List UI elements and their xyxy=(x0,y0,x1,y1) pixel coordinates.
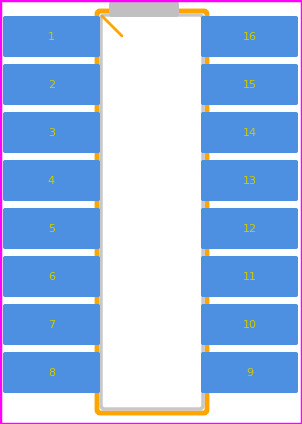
Text: 11: 11 xyxy=(243,271,256,282)
Text: 16: 16 xyxy=(243,31,256,42)
FancyBboxPatch shape xyxy=(201,208,298,249)
Text: 1: 1 xyxy=(48,31,55,42)
FancyBboxPatch shape xyxy=(201,160,298,201)
FancyBboxPatch shape xyxy=(109,1,179,17)
FancyBboxPatch shape xyxy=(3,64,100,105)
FancyBboxPatch shape xyxy=(101,15,203,409)
FancyBboxPatch shape xyxy=(3,352,100,393)
FancyBboxPatch shape xyxy=(201,64,298,105)
FancyBboxPatch shape xyxy=(3,16,100,57)
FancyBboxPatch shape xyxy=(201,304,298,345)
FancyBboxPatch shape xyxy=(201,256,298,297)
Text: 5: 5 xyxy=(48,223,55,234)
Text: 9: 9 xyxy=(246,368,253,377)
FancyBboxPatch shape xyxy=(201,112,298,153)
Text: 12: 12 xyxy=(243,223,257,234)
FancyBboxPatch shape xyxy=(201,16,298,57)
FancyBboxPatch shape xyxy=(3,160,100,201)
FancyBboxPatch shape xyxy=(201,352,298,393)
Text: 8: 8 xyxy=(48,368,55,377)
Text: 14: 14 xyxy=(243,128,257,137)
Text: 13: 13 xyxy=(243,176,256,186)
Text: 15: 15 xyxy=(243,80,256,89)
Text: 3: 3 xyxy=(48,128,55,137)
Text: 2: 2 xyxy=(48,80,55,89)
Text: 7: 7 xyxy=(48,320,55,329)
Text: 4: 4 xyxy=(48,176,55,186)
FancyBboxPatch shape xyxy=(3,256,100,297)
FancyBboxPatch shape xyxy=(97,11,207,413)
Text: 10: 10 xyxy=(243,320,256,329)
Text: 6: 6 xyxy=(48,271,55,282)
FancyBboxPatch shape xyxy=(3,208,100,249)
FancyBboxPatch shape xyxy=(3,304,100,345)
FancyBboxPatch shape xyxy=(3,112,100,153)
